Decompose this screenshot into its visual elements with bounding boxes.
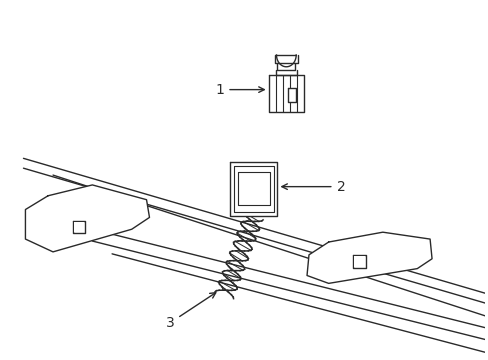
- Polygon shape: [23, 158, 484, 318]
- Polygon shape: [306, 232, 431, 283]
- Polygon shape: [25, 185, 149, 252]
- Polygon shape: [277, 63, 295, 70]
- Polygon shape: [276, 55, 296, 67]
- Text: 2: 2: [281, 180, 345, 194]
- Polygon shape: [74, 222, 83, 232]
- Text: 3: 3: [165, 293, 215, 330]
- Text: 1: 1: [215, 82, 264, 96]
- Polygon shape: [287, 88, 295, 102]
- Polygon shape: [238, 172, 269, 204]
- Polygon shape: [353, 256, 365, 267]
- Polygon shape: [268, 75, 304, 112]
- Polygon shape: [23, 158, 484, 352]
- Polygon shape: [275, 70, 297, 75]
- Polygon shape: [230, 162, 277, 216]
